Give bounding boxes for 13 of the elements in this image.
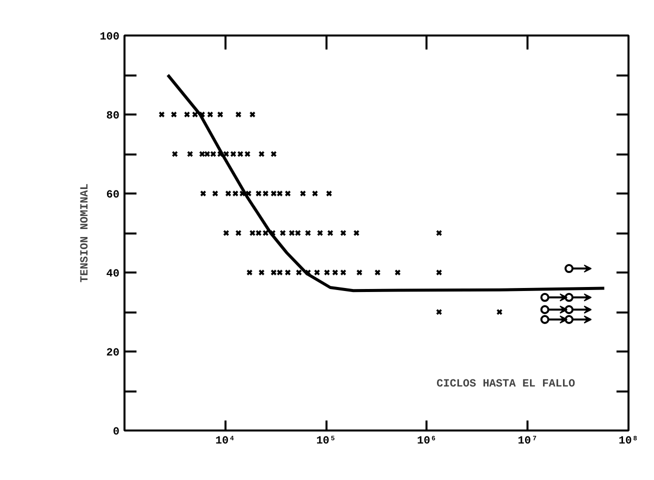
x-tick-label: 10⁷ [518, 436, 538, 448]
y-tick-label: 100 [100, 32, 120, 44]
x-axis-title: CICLOS HASTA EL FALLO [436, 378, 576, 390]
x-tick-label: 10⁸ [618, 436, 638, 448]
y-axis-title: TENSION NOMINAL [80, 183, 92, 283]
y-tick-label: 20 [106, 348, 120, 360]
y-tick-label: 60 [106, 190, 120, 202]
x-tick-label: 10⁴ [215, 436, 236, 448]
y-tick-label: 0 [112, 426, 120, 438]
y-tick-label: 80 [106, 110, 120, 122]
x-tick-label: 10⁶ [417, 436, 437, 448]
y-tick-label: 40 [106, 268, 120, 280]
x-tick-label: 10⁵ [316, 436, 336, 448]
